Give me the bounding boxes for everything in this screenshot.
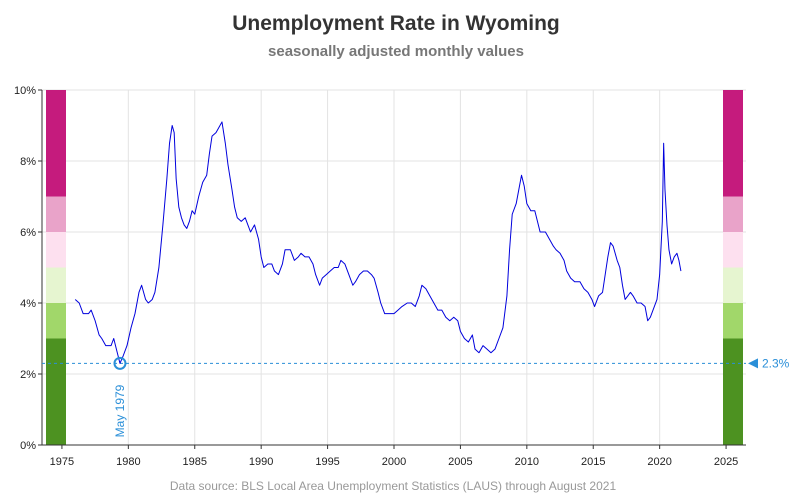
right-color-band: [723, 303, 743, 339]
axes: 0% 2% 4% 6% 8% 10% 1975 1980 1985 1990 1995 2000 200…: [14, 85, 746, 468]
left-color-band: [46, 303, 66, 339]
reference-line-label: 2.3%: [762, 356, 790, 370]
source-note: Data source: BLS Local Area Unemployment…: [170, 479, 617, 493]
right-color-band: [723, 90, 743, 197]
left-color-band: [46, 90, 66, 197]
y-tick-label: 0%: [20, 440, 36, 452]
color-bands: [46, 90, 743, 445]
x-tick-label: 1995: [315, 456, 339, 468]
y-tick-label: 4%: [20, 298, 36, 310]
reference-line-group: 2.3%: [42, 356, 790, 370]
x-tick-label: 2000: [382, 456, 406, 468]
y-tick-label: 10%: [14, 85, 36, 97]
x-tick-label: 1975: [50, 456, 74, 468]
left-color-band: [46, 232, 66, 268]
left-color-band: [46, 196, 66, 232]
min-point-marker: [113, 356, 127, 370]
reference-arrow-icon: [748, 358, 758, 369]
chart-subtitle: seasonally adjusted monthly values: [268, 43, 524, 60]
grid: [42, 89, 746, 446]
x-tick-label: 2020: [647, 456, 671, 468]
right-color-band: [723, 338, 743, 445]
chart-title: Unemployment Rate in Wyoming: [232, 12, 559, 35]
right-color-band: [723, 232, 743, 268]
y-tick-label: 8%: [20, 156, 36, 168]
x-tick-label: 2010: [515, 456, 539, 468]
min-point-label: May 1979: [113, 384, 127, 437]
left-color-band: [46, 267, 66, 303]
y-tick-label: 6%: [20, 227, 36, 239]
x-tick-label: 1990: [249, 456, 273, 468]
x-tick-label: 2015: [581, 456, 605, 468]
y-tick-label: 2%: [20, 369, 36, 381]
min-point-group: May 1979: [113, 356, 127, 437]
left-color-band: [46, 338, 66, 445]
x-tick-label: 2025: [714, 456, 738, 468]
series-line-unemployment-rate: [74, 121, 682, 364]
x-tick-label: 1980: [116, 456, 140, 468]
x-tick-label: 2005: [448, 456, 472, 468]
right-color-band: [723, 196, 743, 232]
right-color-band: [723, 267, 743, 303]
series: [74, 121, 682, 364]
x-tick-label: 1985: [183, 456, 207, 468]
